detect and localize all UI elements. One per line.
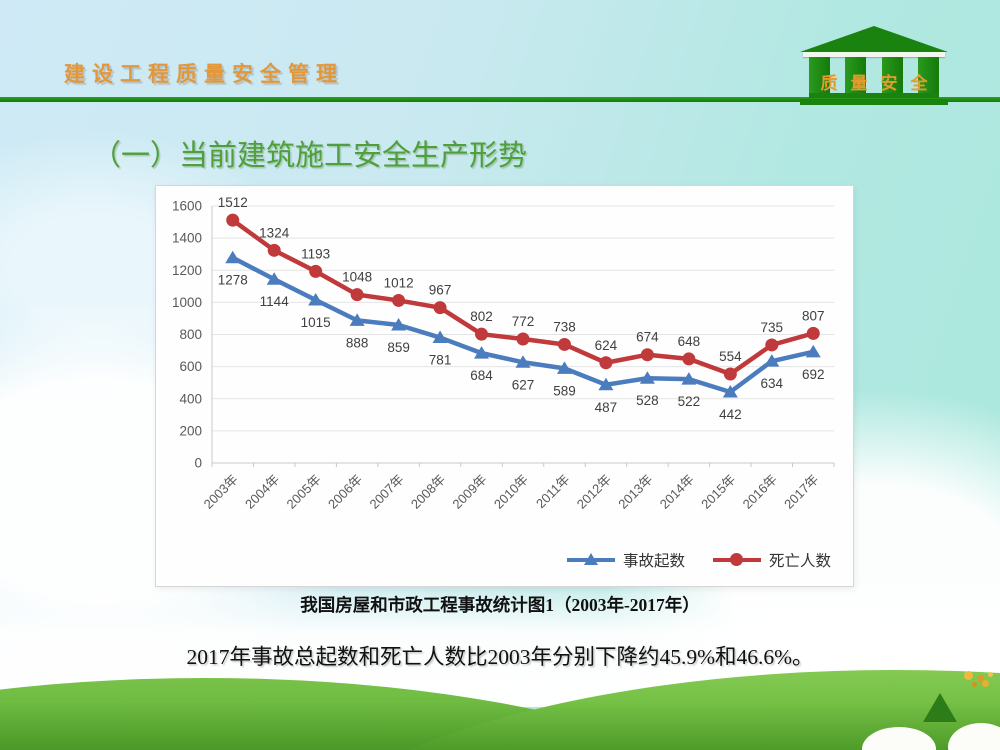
svg-text:692: 692	[802, 367, 825, 382]
svg-text:2011年: 2011年	[533, 472, 573, 512]
page-title: （一）当前建筑施工安全生产形势	[92, 140, 528, 172]
svg-text:1600: 1600	[172, 199, 202, 214]
x-axis-labels: 2003年 2004年 2005年 2006年 2007年 2008年 2009年 2010年…	[201, 472, 822, 512]
header-title: 建设工程质量安全管理	[64, 63, 344, 86]
svg-text:200: 200	[179, 423, 202, 438]
logo-base	[809, 93, 939, 98]
svg-text:589: 589	[553, 383, 576, 398]
svg-text:1012: 1012	[384, 275, 414, 290]
svg-text:442: 442	[719, 407, 742, 422]
chart-caption: 我国房屋和市政工程事故统计图1（2003年-2017年）	[300, 595, 700, 615]
chart-panel: 0 200 400 600 800 1000 1200 1400 1600 2003年 2004年 2…	[155, 185, 854, 587]
svg-text:627: 627	[512, 377, 535, 392]
svg-text:1200: 1200	[172, 263, 202, 278]
green-triangle-icon	[923, 693, 957, 722]
svg-text:2003年: 2003年	[201, 472, 241, 512]
gridlines	[212, 205, 834, 432]
svg-text:1324: 1324	[259, 225, 290, 240]
svg-text:772: 772	[512, 314, 535, 329]
legend-label: 死亡人数	[768, 553, 831, 570]
svg-text:2010年: 2010年	[491, 472, 531, 512]
legend-label: 事故起数	[622, 553, 685, 570]
svg-text:888: 888	[346, 335, 369, 350]
svg-text:624: 624	[595, 338, 618, 353]
summary-text: 2017年事故总起数和死亡人数比2003年分别下降约45.9%和46.6%。	[186, 645, 814, 669]
svg-text:522: 522	[678, 394, 701, 409]
logo-roof-icon	[800, 26, 948, 52]
legend-item-deaths: 死亡人数	[712, 549, 831, 571]
svg-text:400: 400	[179, 391, 202, 406]
logo-beam	[803, 52, 945, 57]
svg-text:2005年: 2005年	[284, 472, 324, 512]
y-axis-labels: 0 200 400 600 800 1000 1200 1400 1600	[172, 199, 202, 471]
grass-shade	[0, 702, 1000, 750]
svg-text:554: 554	[719, 349, 742, 364]
series-事故起数: 1278 1144 1015 888 859 781 684 627 589 487 528 522 4…	[218, 250, 825, 422]
svg-text:2015年: 2015年	[698, 472, 738, 512]
svg-text:2014年: 2014年	[657, 472, 697, 512]
legend-item-accidents: 事故起数	[566, 549, 685, 571]
svg-text:634: 634	[761, 376, 784, 391]
svg-text:684: 684	[470, 368, 493, 383]
svg-text:600: 600	[179, 359, 202, 374]
svg-text:1193: 1193	[301, 246, 330, 261]
svg-text:2017年: 2017年	[781, 472, 821, 512]
svg-text:674: 674	[636, 330, 659, 345]
svg-text:859: 859	[387, 340, 410, 355]
svg-text:2004年: 2004年	[242, 472, 282, 512]
white-bush-decoration	[862, 727, 936, 750]
svg-text:2012年: 2012年	[574, 472, 614, 512]
svg-text:967: 967	[429, 283, 452, 298]
svg-text:0: 0	[194, 456, 202, 471]
svg-text:528: 528	[636, 393, 659, 408]
chart-legend: 事故起数 死亡人数	[566, 549, 831, 571]
svg-text:2008年: 2008年	[408, 472, 448, 512]
svg-text:2009年: 2009年	[449, 472, 489, 512]
quality-safety-temple-logo: 质量安全	[800, 26, 948, 105]
legend-marker-circle-icon	[712, 553, 761, 567]
svg-text:800: 800	[179, 327, 202, 342]
svg-text:1512: 1512	[218, 195, 248, 210]
svg-text:2013年: 2013年	[615, 472, 655, 512]
svg-text:1400: 1400	[172, 231, 202, 246]
svg-text:487: 487	[595, 400, 618, 415]
logo-base	[800, 99, 948, 105]
svg-text:1144: 1144	[260, 294, 290, 309]
logo-columns-icon	[809, 57, 939, 98]
svg-text:2007年: 2007年	[366, 472, 406, 512]
svg-text:1048: 1048	[342, 270, 372, 285]
svg-text:1015: 1015	[301, 315, 331, 330]
series-死亡人数: 1512 1324 1193 1048 1012 967 802 772 738 624 674 64…	[218, 195, 825, 381]
logo-label: 质量安全	[820, 74, 941, 93]
data-labels-事故起数: 1278 1144 1015 888 859 781 684 627 589 487 528 522 4…	[218, 273, 825, 422]
data-labels-死亡人数: 1512 1324 1193 1048 1012 967 802 772 738 624 674 64…	[218, 195, 825, 364]
svg-text:738: 738	[553, 319, 576, 334]
svg-text:2016年: 2016年	[740, 472, 780, 512]
flower-decoration	[964, 671, 973, 680]
svg-text:802: 802	[470, 309, 493, 324]
svg-text:648: 648	[678, 334, 701, 349]
svg-text:807: 807	[802, 308, 825, 323]
svg-text:781: 781	[429, 353, 452, 368]
x-axis-ticks	[211, 463, 835, 467]
svg-text:1278: 1278	[218, 273, 248, 288]
header-divider-line	[0, 97, 1000, 102]
svg-text:1000: 1000	[172, 295, 202, 310]
svg-text:2006年: 2006年	[325, 472, 365, 512]
svg-text:735: 735	[761, 320, 784, 335]
legend-marker-triangle-icon	[566, 553, 615, 567]
